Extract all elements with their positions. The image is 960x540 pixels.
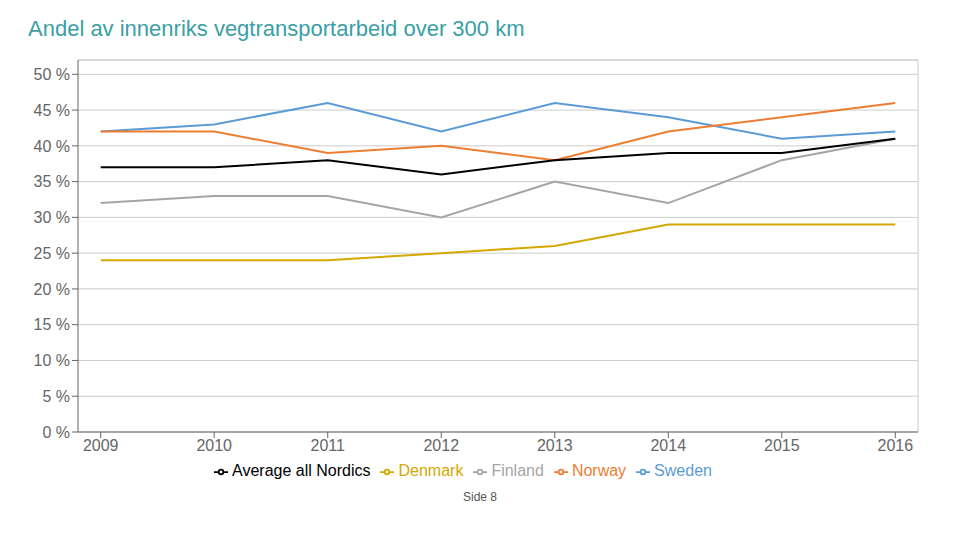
svg-text:45 %: 45 % <box>34 102 70 119</box>
html-text:Denmark: Denmark <box>398 462 464 479</box>
svg-text:2014: 2014 <box>650 437 686 454</box>
svg-text:10 %: 10 % <box>34 352 70 369</box>
svg-text:2010: 2010 <box>196 437 232 454</box>
svg-text:25 %: 25 % <box>34 245 70 262</box>
html-text:Side 8: Side 8 <box>463 490 497 504</box>
svg-text:15 %: 15 % <box>34 316 70 333</box>
html-text:Sweden: Sweden <box>654 462 712 479</box>
svg-text:35 %: 35 % <box>34 173 70 190</box>
svg-text:30 %: 30 % <box>34 209 70 226</box>
html-text:Finland: Finland <box>491 462 544 479</box>
svg-text:2009: 2009 <box>83 437 119 454</box>
svg-text:40 %: 40 % <box>34 138 70 155</box>
html-text:Average all Nordics: Average all Nordics <box>232 462 371 479</box>
svg-text:2011: 2011 <box>311 437 346 454</box>
svg-text:0 %: 0 % <box>42 424 70 441</box>
html-text:Andel av innenriks vegtranspor: Andel av innenriks vegtransportarbeid ov… <box>28 16 525 41</box>
svg-text:2012: 2012 <box>423 437 459 454</box>
svg-text:20 %: 20 % <box>34 281 70 298</box>
svg-text:2013: 2013 <box>537 437 573 454</box>
svg-text:5 %: 5 % <box>42 388 70 405</box>
svg-text:2015: 2015 <box>764 437 800 454</box>
svg-text:2016: 2016 <box>878 437 914 454</box>
html-text:Norway: Norway <box>571 462 627 479</box>
svg-text:50 %: 50 % <box>34 66 70 83</box>
